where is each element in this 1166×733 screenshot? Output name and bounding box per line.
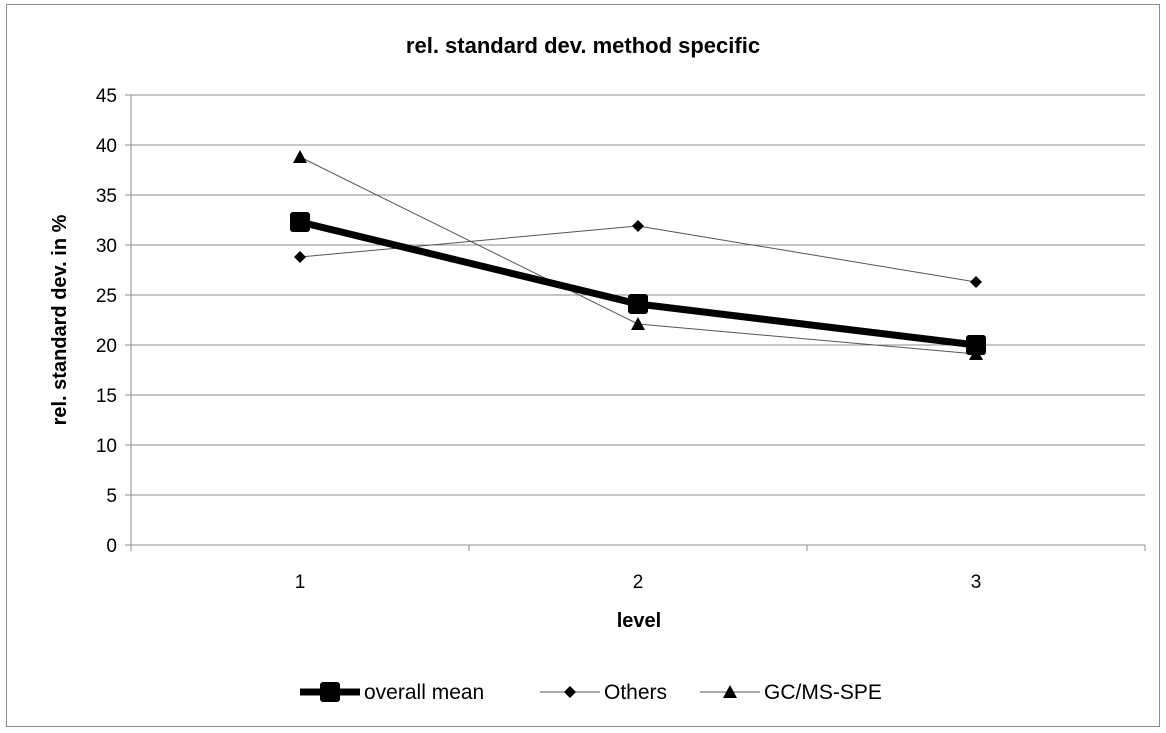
legend-label: Others <box>604 681 667 704</box>
legend-item: GC/MS-SPE <box>700 681 882 704</box>
series-layer <box>290 150 986 360</box>
legend: overall mean Others GC/MS-SPE <box>300 681 882 704</box>
y-tick-label: 15 <box>96 386 117 407</box>
legend-marker <box>320 682 340 702</box>
y-tick-label: 45 <box>96 86 117 107</box>
y-tick-labels: 0 5 10 15 20 25 30 35 40 45 <box>96 86 117 557</box>
x-tick-label: 2 <box>633 572 644 593</box>
y-tick-label: 40 <box>96 136 117 157</box>
legend-marker <box>723 685 737 698</box>
y-tick-label: 5 <box>106 486 117 507</box>
data-point <box>970 276 982 288</box>
series-line <box>299 225 977 283</box>
y-axis-title: rel. standard dev. in % <box>49 214 71 425</box>
data-point <box>293 150 307 163</box>
legend-label: GC/MS-SPE <box>764 681 882 704</box>
y-tick-label: 0 <box>106 536 117 557</box>
data-point <box>628 294 648 314</box>
chart-title: rel. standard dev. method specific <box>406 33 760 58</box>
legend-label: overall mean <box>364 681 484 704</box>
data-point <box>631 317 645 330</box>
y-tick-label: 35 <box>96 186 117 207</box>
gridlines <box>125 94 1145 546</box>
legend-item: overall mean <box>300 681 484 704</box>
data-point <box>294 251 306 263</box>
series-gc-ms-spe <box>293 150 983 360</box>
x-tick-labels: 1 2 3 <box>295 572 982 593</box>
x-axis-title: level <box>617 610 661 632</box>
data-point <box>290 212 310 232</box>
y-tick-label: 10 <box>96 436 117 457</box>
series-overall-mean <box>290 212 986 355</box>
data-point <box>632 220 644 232</box>
chart-frame <box>6 4 1160 727</box>
y-tick-label: 25 <box>96 286 117 307</box>
data-point <box>966 335 986 355</box>
x-tick-label: 3 <box>971 572 982 593</box>
legend-item: Others <box>540 681 667 704</box>
x-tick-label: 1 <box>295 572 306 593</box>
axes <box>130 95 1146 551</box>
y-tick-label: 20 <box>96 336 117 357</box>
y-tick-label: 30 <box>96 236 117 257</box>
legend-marker <box>564 686 576 698</box>
series-others <box>294 220 982 288</box>
